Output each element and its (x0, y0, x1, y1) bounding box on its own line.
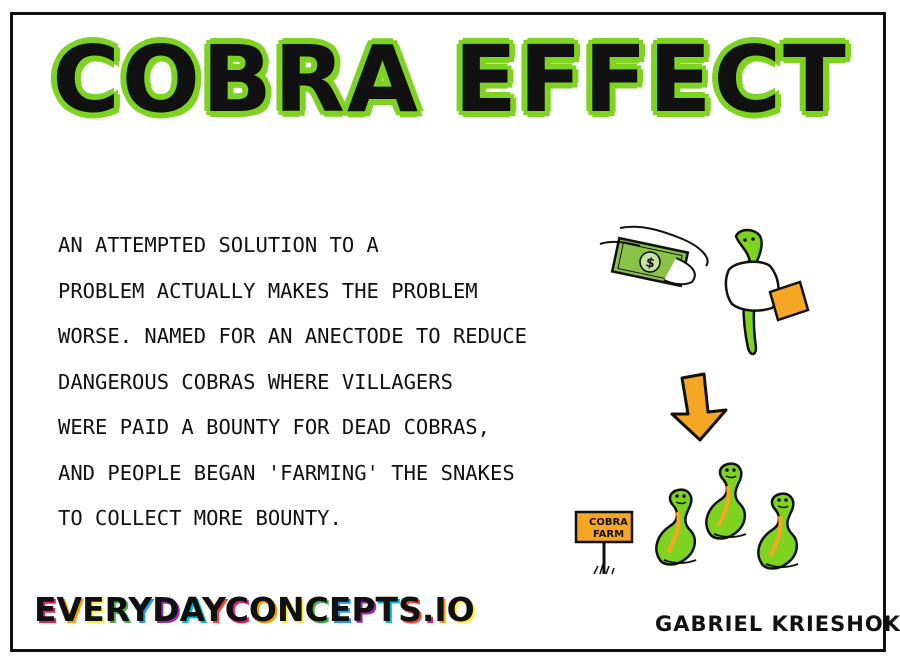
cobra-icon (757, 492, 799, 570)
description-line: AN ATTEMPTED SOLUTION TO A (58, 233, 379, 257)
brand-letter: C (224, 590, 249, 629)
author-name: GABRIEL KRIESHOK (655, 612, 900, 636)
brand-letter: S (398, 590, 422, 629)
brand-letter: A (179, 590, 202, 629)
brand-letter: E (328, 590, 352, 629)
money-bill-icon: $ (599, 225, 709, 288)
cobra-farm-sign-icon: COBRA FARM (574, 510, 634, 575)
svg-text:$: $ (644, 255, 656, 272)
brand-letter: E (82, 590, 105, 629)
brand-letter: Y (128, 590, 153, 629)
brand-letter: O (248, 590, 277, 629)
description: AN ATTEMPTED SOLUTION TO A PROBLEM ACTUA… (58, 230, 538, 549)
card-frame (10, 12, 886, 652)
brand-letter: T (375, 590, 399, 629)
brand-letter: E (34, 590, 57, 629)
brand-letter: V (56, 590, 83, 629)
cobra-icon (655, 488, 697, 566)
cobra-icon (705, 462, 747, 540)
brand-letter: N (276, 590, 305, 629)
description-line: WERE PAID A BOUNTY FOR DEAD COBRAS, (58, 415, 490, 439)
brand-letter: C (304, 590, 329, 629)
description-line: TO COLLECT MORE BOUNTY. (58, 506, 342, 530)
brand-letter: I (434, 590, 447, 629)
description-line: DANGEROUS COBRAS WHERE VILLAGERS (58, 369, 453, 394)
brand-letter: . (421, 590, 435, 629)
sign-label: COBRA (589, 517, 628, 528)
brand-letter: O (446, 590, 475, 629)
brand-letter: Y (201, 590, 225, 629)
hand-holding-snake-icon (724, 228, 810, 356)
brand-letter: P (351, 590, 376, 629)
description-line: AND PEOPLE BEGAN 'FARMING' THE SNAKES (58, 460, 515, 485)
description-line: PROBLEM ACTUALLY MAKES THE PROBLEM (58, 278, 478, 303)
down-arrow-icon (670, 372, 728, 442)
description-line: WORSE. NAMED FOR AN ANECTODE TO REDUCE (58, 324, 527, 348)
brand-letter: D (152, 590, 180, 629)
page-title: COBRA EFFECT (52, 26, 848, 133)
brand-logo: EVERYDAYCONCEPTS.IO (34, 590, 475, 629)
brand-letter: R (104, 590, 129, 629)
sign-label: FARM (593, 529, 624, 540)
